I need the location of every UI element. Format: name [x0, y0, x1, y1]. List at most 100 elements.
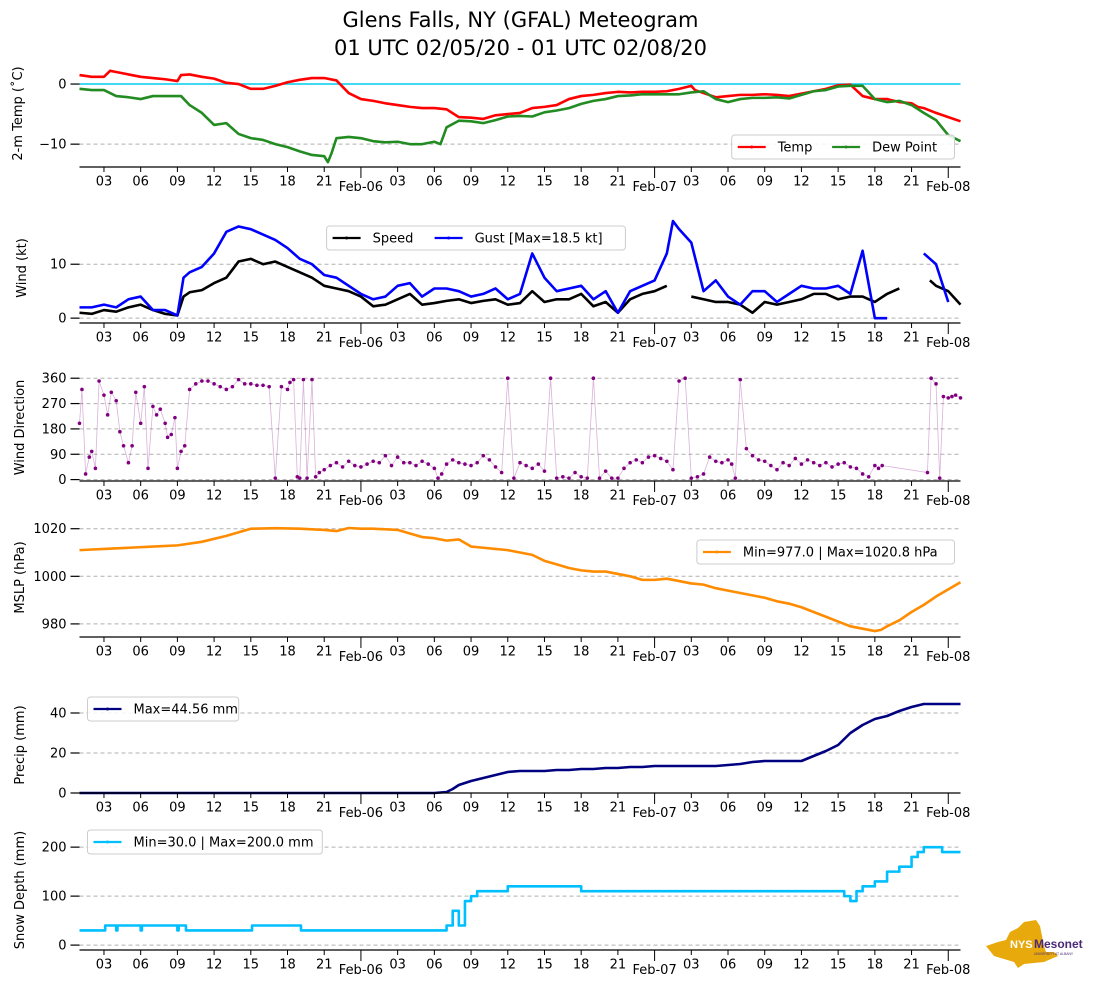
data-point: [805, 458, 810, 462]
data-point: [756, 458, 761, 462]
x-hour-label: 06: [720, 645, 737, 660]
data-point: [457, 460, 461, 465]
series-line-temp: [79, 69, 961, 123]
data-point: [762, 459, 767, 464]
data-point: [450, 458, 455, 462]
x-hour-label: 18: [573, 175, 590, 190]
y-tick-label: 1020: [33, 522, 66, 537]
x-hour-label: 12: [206, 958, 223, 973]
legend-label: Min=977.0 | Max=1020.8 hPa: [743, 546, 938, 561]
nys-mesonet-logo: NYS Mesonet UNIVERSITY AT ALBANY: [986, 920, 1083, 968]
legend-label: Max=44.56 mm: [134, 703, 238, 718]
panel-2: 0 10 Wind (kt) 03 06 09 12 15 18 21 Feb-06 03 06 09 12…: [15, 219, 970, 351]
data-point: [811, 460, 816, 465]
x-hour-label: 12: [793, 331, 810, 346]
data-point: [439, 472, 444, 476]
x-hour-label: 06: [426, 958, 443, 973]
x-hour-label: 06: [720, 175, 737, 190]
x-hour-label: 03: [96, 331, 113, 346]
legend-marker: [750, 145, 754, 149]
x-hour-label: 21: [903, 175, 920, 190]
panel-5: 0 20 40 Precip (mm) 03 06 09 12 15 18 21 Feb-06 03 06…: [13, 696, 970, 821]
x-hour-label: 15: [830, 645, 847, 660]
legend: Max=44.56 mm: [87, 696, 240, 722]
data-point: [173, 415, 177, 420]
x-hour-label: 18: [573, 489, 590, 504]
data-point: [114, 398, 119, 403]
y-tick-label: 180: [42, 422, 67, 437]
x-hour-label: 21: [903, 331, 920, 346]
legend-box: [326, 225, 626, 251]
data-point: [102, 393, 106, 397]
x-hour-label: 09: [463, 175, 480, 190]
x-hour-label: 15: [536, 489, 553, 504]
data-point: [432, 466, 437, 471]
x-hour-label: 12: [499, 958, 516, 973]
y-tick-label: 0: [58, 939, 66, 954]
x-hour-label: 18: [573, 331, 590, 346]
x-date-label: Feb-08: [926, 180, 970, 195]
x-hour-label: 12: [793, 801, 810, 816]
data-point: [518, 460, 522, 465]
x-hour-label: 09: [463, 958, 480, 973]
x-hour-label: 03: [683, 801, 700, 816]
data-point: [665, 459, 669, 464]
x-date-label: Feb-06: [339, 806, 383, 821]
data-point: [652, 453, 657, 458]
data-point: [212, 382, 216, 386]
data-point: [105, 413, 110, 417]
x-hour-label: 09: [756, 958, 773, 973]
x-hour-label: 18: [279, 645, 296, 660]
y-axis-label: MSLP (hPa): [13, 541, 28, 613]
data-point: [77, 421, 82, 426]
x-hour-label: 15: [243, 645, 260, 660]
x-hour-label: 06: [720, 958, 737, 973]
panel-1: 0 −10 2-m Temp (˚C) 03 06 09 12 15 18 21 Feb-06 03 0…: [10, 66, 970, 195]
x-hour-label: 09: [756, 489, 773, 504]
data-point: [297, 476, 302, 480]
data-point: [934, 382, 938, 386]
x-hour-label: 21: [610, 958, 627, 973]
legend: Temp Dew Point: [731, 134, 956, 160]
data-point: [937, 476, 942, 480]
data-point: [261, 383, 265, 388]
data-point: [317, 470, 322, 475]
x-hour-label: 15: [243, 331, 260, 346]
ny-state-shape: [986, 920, 1058, 968]
series-line-gust-max-18-5-kt: [79, 219, 888, 320]
series-line-min-30-0-max-200-0-mm: [79, 845, 961, 932]
x-hour-label: 21: [610, 331, 627, 346]
x-hour-label: 15: [243, 801, 260, 816]
data-point: [420, 459, 424, 464]
data-point: [597, 476, 602, 480]
y-tick-label: 270: [42, 397, 67, 412]
legend: Speed Gust [Max=18.5 kt]: [326, 225, 626, 251]
x-hour-label: 06: [426, 175, 443, 190]
x-hour-label: 15: [830, 958, 847, 973]
x-hour-label: 18: [573, 801, 590, 816]
legend-marker: [447, 236, 451, 240]
x-hour-label: 18: [279, 489, 296, 504]
x-hour-label: 21: [903, 801, 920, 816]
x-hour-label: 18: [867, 489, 884, 504]
x-hour-label: 21: [903, 489, 920, 504]
data-point: [291, 377, 296, 382]
x-hour-label: 09: [463, 645, 480, 660]
data-point: [628, 460, 632, 465]
chart-title: Glens Falls, NY (GFAL) Meteogram 01 UTC …: [0, 6, 1041, 62]
data-point: [733, 476, 738, 480]
data-point: [616, 476, 620, 480]
x-hour-label: 15: [830, 489, 847, 504]
data-point: [224, 387, 229, 392]
data-point: [151, 404, 155, 409]
data-point: [322, 467, 327, 472]
x-hour-label: 06: [132, 958, 149, 973]
x-hour-label: 03: [683, 645, 700, 660]
x-hour-label: 03: [389, 489, 406, 504]
x-hour-label: 18: [867, 175, 884, 190]
x-hour-label: 03: [389, 645, 406, 660]
data-point: [524, 463, 528, 468]
x-hour-label: 09: [463, 489, 480, 504]
y-tick-label: 1000: [33, 570, 66, 585]
